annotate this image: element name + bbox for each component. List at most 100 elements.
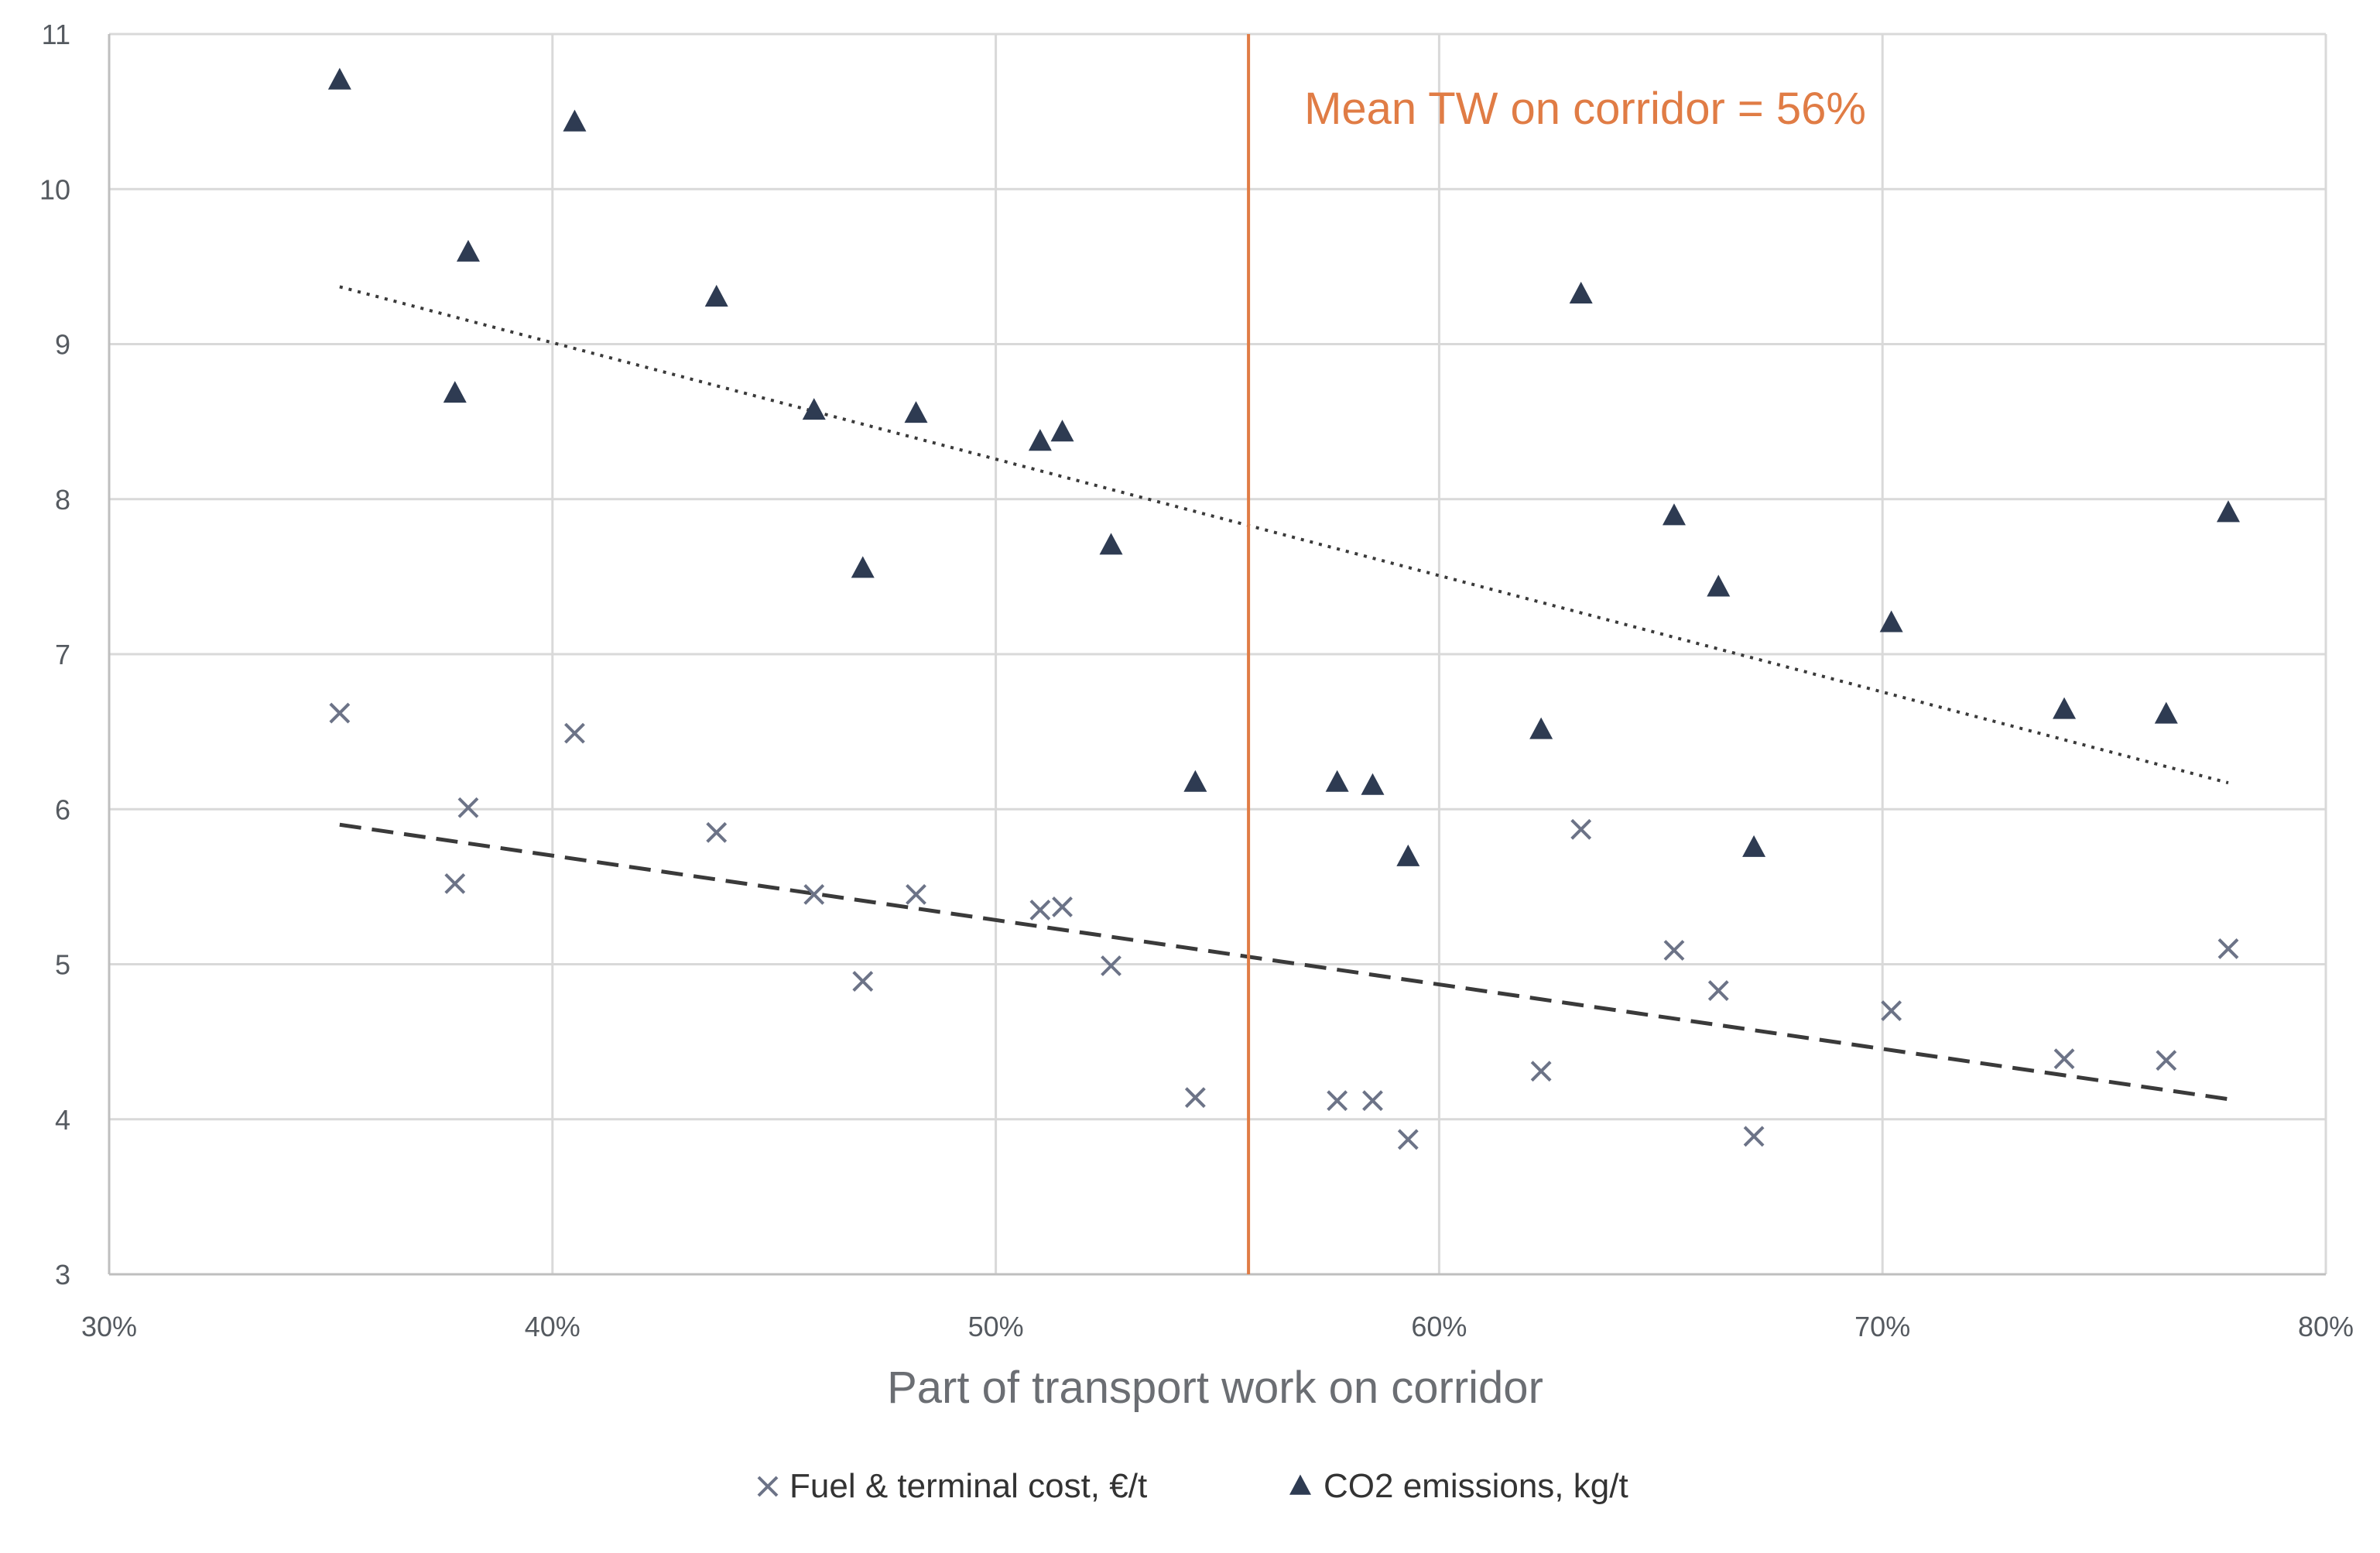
- y-tick-label: 8: [55, 484, 70, 516]
- y-tick-label: 4: [55, 1104, 70, 1136]
- tick-label-layer: 3 4 5 6 7 8 9 10 11 30% 40% 50% 60% 70% 80%: [39, 19, 2354, 1342]
- co2-point: [1325, 770, 1349, 792]
- x-marker-stroke: [1184, 1087, 1206, 1109]
- x-axis-title: Part of transport work on corridor: [887, 1363, 1543, 1413]
- co2-point: [327, 67, 351, 90]
- cost-point: [1362, 1090, 1383, 1112]
- x-marker-stroke: [2156, 1050, 2177, 1071]
- y-tick-label: 3: [55, 1259, 70, 1291]
- cost-point: [1052, 896, 1073, 917]
- legend-label-co2: CO2 emissions, kg/t: [1324, 1467, 1628, 1505]
- x-tick-label: 70%: [1854, 1311, 1910, 1342]
- reference-line-layer: Mean TW on corridor = 56%: [1247, 34, 1866, 1274]
- x-marker-stroke: [906, 883, 926, 905]
- x-marker-stroke: [852, 971, 874, 992]
- x-marker-stroke: [757, 1476, 779, 1497]
- x-tick-label: 40%: [525, 1311, 580, 1342]
- cost-point: [564, 722, 585, 744]
- x-marker-stroke: [706, 821, 728, 843]
- co2-point: [1742, 835, 1766, 857]
- x-marker-stroke: [564, 722, 585, 744]
- cost-trendline: [339, 822, 2229, 1102]
- cost-point: [444, 872, 466, 894]
- cost-point: [1397, 1129, 1419, 1150]
- y-tick-label: 6: [55, 794, 70, 825]
- x-marker-stroke: [1397, 1129, 1419, 1150]
- x-marker-stroke: [1052, 896, 1073, 917]
- cost-point: [1029, 899, 1051, 920]
- legend: Fuel & terminal cost, €/t CO2 emissions, …: [757, 1467, 1628, 1505]
- x-marker-stroke: [329, 702, 351, 724]
- cost-point: [706, 821, 728, 843]
- co2-point: [1662, 503, 1686, 526]
- cost-point: [457, 797, 479, 818]
- cost-point: [1101, 955, 1122, 976]
- co2-point: [851, 556, 875, 578]
- co2-point: [802, 398, 826, 420]
- x-marker-stroke: [444, 872, 466, 894]
- mean-annotation: Mean TW on corridor = 56%: [1304, 84, 1866, 134]
- x-marker-stroke: [2217, 938, 2239, 959]
- x-tick-label: 50%: [968, 1311, 1024, 1342]
- co2-point: [1529, 717, 1553, 739]
- co2-point: [1099, 533, 1123, 555]
- y-tick-label: 7: [55, 639, 70, 670]
- grid-layer: [109, 33, 2327, 1274]
- x-marker-stroke: [1570, 818, 1592, 840]
- co2-point: [1028, 429, 1052, 451]
- y-tick-label: 11: [42, 19, 70, 50]
- cost-point: [906, 883, 926, 905]
- x-marker-stroke: [1101, 955, 1122, 976]
- x-marker-stroke: [1663, 940, 1685, 961]
- cost-point: [1184, 1087, 1206, 1109]
- x-marker-stroke: [803, 883, 825, 905]
- x-marker-stroke: [1530, 1061, 1552, 1082]
- x-marker-stroke: [1707, 980, 1729, 1001]
- co2-point: [563, 109, 587, 132]
- co2-point: [1050, 420, 1074, 442]
- legend-x-marker: [757, 1476, 779, 1497]
- y-tick-label: 5: [55, 949, 70, 981]
- co2-point: [443, 381, 467, 403]
- co2-point: [1707, 574, 1731, 597]
- x-marker-stroke: [1362, 1090, 1383, 1112]
- cost-point: [803, 883, 825, 905]
- legend-label-cost: Fuel & terminal cost, €/t: [789, 1467, 1147, 1505]
- co2-point: [2053, 697, 2077, 719]
- co2-point: [1396, 844, 1420, 866]
- cost-point: [2053, 1048, 2075, 1070]
- co2-point: [1879, 610, 1903, 633]
- x-marker-stroke: [1881, 1000, 1902, 1021]
- legend-triangle-marker: [1289, 1474, 1311, 1495]
- co2-point: [1569, 281, 1593, 303]
- x-marker-stroke: [1743, 1126, 1765, 1147]
- cost-point: [1570, 818, 1592, 840]
- co2-point: [904, 401, 928, 423]
- co2-point: [1183, 770, 1207, 792]
- co2-point: [704, 284, 728, 307]
- trendline-layer: [339, 285, 2229, 1102]
- cost-point: [1663, 940, 1685, 961]
- co2-trendline: [339, 285, 2229, 785]
- cost-point: [1327, 1090, 1348, 1112]
- x-tick-label: 30%: [81, 1311, 137, 1342]
- points-layer: [327, 67, 2240, 1150]
- y-tick-label: 9: [55, 329, 70, 361]
- cost-point: [2217, 938, 2239, 959]
- cost-point: [1707, 980, 1729, 1001]
- x-marker-stroke: [1029, 899, 1051, 920]
- cost-point: [329, 702, 351, 724]
- x-marker-stroke: [2053, 1048, 2075, 1070]
- co2-point: [2154, 701, 2178, 724]
- x-marker-stroke: [1327, 1090, 1348, 1112]
- y-tick-label: 10: [39, 173, 70, 205]
- x-marker-stroke: [457, 797, 479, 818]
- cost-point: [1881, 1000, 1902, 1021]
- co2-point: [2216, 500, 2240, 523]
- cost-point: [852, 971, 874, 992]
- x-tick-label: 60%: [1411, 1311, 1467, 1342]
- cost-point: [1743, 1126, 1765, 1147]
